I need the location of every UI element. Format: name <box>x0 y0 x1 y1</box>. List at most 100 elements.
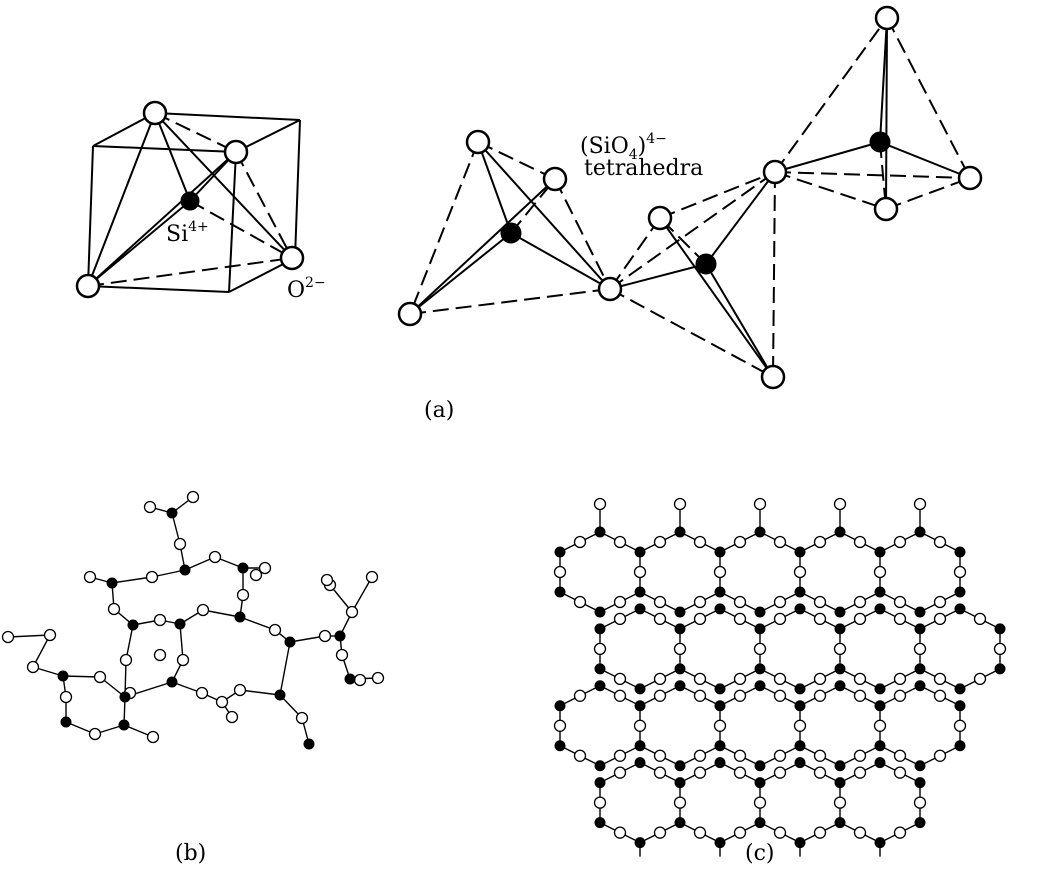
oxygen-atom <box>753 497 767 511</box>
oxygen-atom <box>258 561 272 575</box>
silicon-atom <box>237 562 249 574</box>
silicon-atom <box>874 603 886 615</box>
oxygen-atom <box>793 565 807 579</box>
silicon-atom <box>57 670 69 682</box>
silicon-atom <box>834 817 846 829</box>
bond-line <box>239 616 276 631</box>
silicon-atom <box>634 603 646 615</box>
oxygen-atom <box>853 535 867 549</box>
oxygen-atom <box>593 497 607 511</box>
oxygen-atom <box>153 648 167 662</box>
silicon-atom <box>234 611 246 623</box>
oxygen-atom <box>647 205 673 231</box>
oxygen-atom <box>26 660 40 674</box>
oxygen-atom <box>853 689 867 702</box>
oxygen-atom <box>773 612 787 626</box>
oxygen-atom <box>233 683 247 697</box>
oxygen-atom <box>813 612 827 626</box>
silicon-atom <box>179 564 191 576</box>
network-bonds <box>7 496 379 745</box>
oxygen-atom <box>893 672 907 686</box>
silicon-atom <box>914 526 926 538</box>
silicon-atom <box>674 680 686 692</box>
oxygen-atom <box>853 749 867 762</box>
silicon-atom <box>834 606 846 618</box>
bond-line <box>111 576 153 584</box>
silicon-atom <box>954 700 966 712</box>
tetrahedron-edges <box>87 112 293 287</box>
oxygen-atom <box>75 273 101 299</box>
oxygen-atom <box>225 710 239 724</box>
oxygen-atom <box>713 565 727 579</box>
oxygen-atom <box>853 595 867 609</box>
oxygen-atom <box>215 695 229 709</box>
oxygen-atom <box>953 719 967 732</box>
oxygen-atom <box>813 595 827 609</box>
silicon-atom <box>714 757 726 769</box>
oxygen-atom <box>653 612 667 626</box>
bond-line <box>62 675 101 678</box>
silicon-atom <box>634 546 646 558</box>
silicon-atom <box>994 663 1006 675</box>
tetrahedra-word-label: tetrahedra <box>584 156 703 181</box>
oxygen-atom <box>993 642 1007 656</box>
network-atoms <box>1 490 385 750</box>
silicon-atom <box>500 222 522 244</box>
silicon-atom <box>794 700 806 712</box>
oxygen-atom <box>573 595 587 609</box>
oxygen-atom <box>693 766 707 779</box>
silicon-atom <box>794 546 806 558</box>
oxygen-atom <box>874 5 900 31</box>
silicon-atom <box>594 623 606 635</box>
oxygen-atom <box>613 689 627 702</box>
oxygen-atom <box>773 595 787 609</box>
silicon-atom <box>914 777 926 789</box>
oxygen-atom <box>345 605 359 619</box>
silicon-atom <box>634 683 646 695</box>
oxygen-atom <box>693 612 707 626</box>
oxygen-atom <box>753 796 767 809</box>
bond-line <box>279 641 291 696</box>
oxygen-atom <box>762 159 788 185</box>
silicon-atom <box>754 623 766 635</box>
oxygen-atom <box>873 565 887 579</box>
bond-line <box>351 576 373 613</box>
silicon-atom <box>874 683 886 695</box>
oxygen-atom <box>573 749 587 762</box>
silicon-atom <box>869 131 891 153</box>
oxygen-atom <box>335 648 349 662</box>
oxygen-atom <box>673 796 687 809</box>
silicon-atom <box>914 663 926 675</box>
oxygen-atom <box>753 642 767 656</box>
oxygen-atom <box>143 500 157 514</box>
oxygen-atom <box>318 629 332 643</box>
silicon-atom <box>914 606 926 618</box>
oxygen-atom <box>633 719 647 732</box>
silicon-atom <box>554 586 566 598</box>
oxygen-atom <box>320 573 334 587</box>
silicon-atom <box>754 817 766 829</box>
oxygen-atom <box>873 719 887 732</box>
oxygen-atom <box>365 570 379 584</box>
oxygen-atom <box>833 796 847 809</box>
silicon-atom <box>794 683 806 695</box>
caption-b: (b) <box>175 841 206 866</box>
oxygen-atom <box>773 766 787 779</box>
silicon-atom <box>674 817 686 829</box>
tetrahedra-formula-label: (SiO4)4− <box>580 131 667 163</box>
oxygen-atom <box>653 672 667 686</box>
oxygen-atom <box>1 630 15 644</box>
oxygen-atom <box>873 196 899 222</box>
silicon-atom <box>166 676 178 688</box>
oxygen-atom <box>593 796 607 809</box>
oxygen-atom <box>953 565 967 579</box>
oxygen-atom <box>893 595 907 609</box>
silicon-atom <box>674 526 686 538</box>
oxygen-atom <box>693 672 707 686</box>
silicon-atom <box>714 546 726 558</box>
silicon-atom <box>834 760 846 772</box>
silicon-atom <box>554 546 566 558</box>
oxygen-atom <box>279 245 305 271</box>
oxygen-atom <box>973 672 987 686</box>
oxygen-atom <box>773 689 787 702</box>
